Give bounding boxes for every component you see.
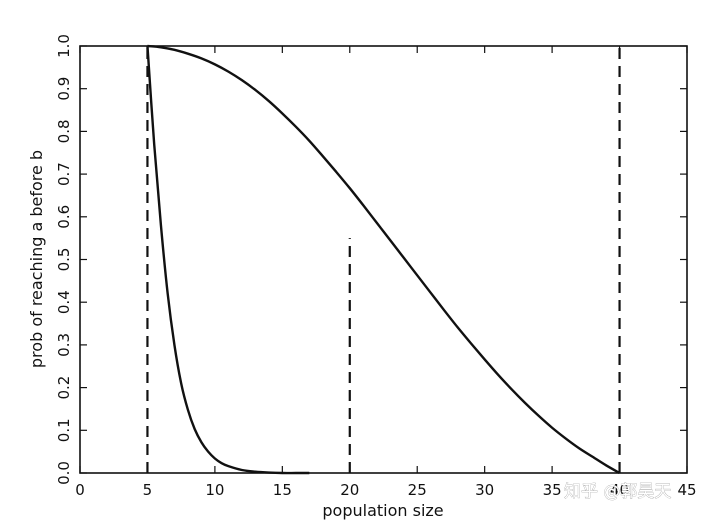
y-tick-label: 0.3: [55, 333, 73, 357]
ticks-layer: 0 5 10 15 20 25 30 35 40 45 0.0 0.1 0.2 0.3 0.4 0.5 0.6 0…: [55, 34, 697, 499]
y-tick-label: 0.0: [55, 461, 73, 485]
y-tick-label: 0.6: [55, 205, 73, 229]
x-tick-label: 10: [205, 481, 224, 499]
y-tick-label: 0.9: [55, 77, 73, 101]
x-tick-label: 30: [475, 481, 494, 499]
x-tick-label: 15: [273, 481, 292, 499]
plot-frame: [79, 45, 688, 474]
y-tick-label: 0.7: [55, 162, 73, 186]
series-line-2: [146, 45, 310, 475]
y-tick-label: 0.1: [55, 418, 73, 442]
x-axis-title: population size: [322, 501, 443, 520]
x-tick-label: 5: [143, 481, 153, 499]
watermark: 知乎 @郭昊天: [564, 482, 671, 502]
series-layer: [146, 44, 621, 475]
y-tick-label: 1.0: [55, 34, 73, 58]
x-tick-label: 35: [543, 481, 562, 499]
x-tick-label: 45: [677, 481, 696, 499]
y-axis-title: prob of reaching a before b: [27, 150, 46, 368]
y-tick-label: 0.5: [55, 248, 73, 272]
dashed-markers: [146, 46, 621, 473]
y-tick-label: 0.4: [55, 290, 73, 314]
y-tick-label: 0.2: [55, 376, 73, 400]
series-line-1: [147, 44, 621, 475]
x-tick-label: 40: [610, 481, 629, 499]
x-tick-label: 0: [75, 481, 85, 499]
x-tick-label: 25: [408, 481, 427, 499]
x-tick-label: 20: [340, 481, 359, 499]
y-tick-label: 0.8: [55, 119, 73, 143]
